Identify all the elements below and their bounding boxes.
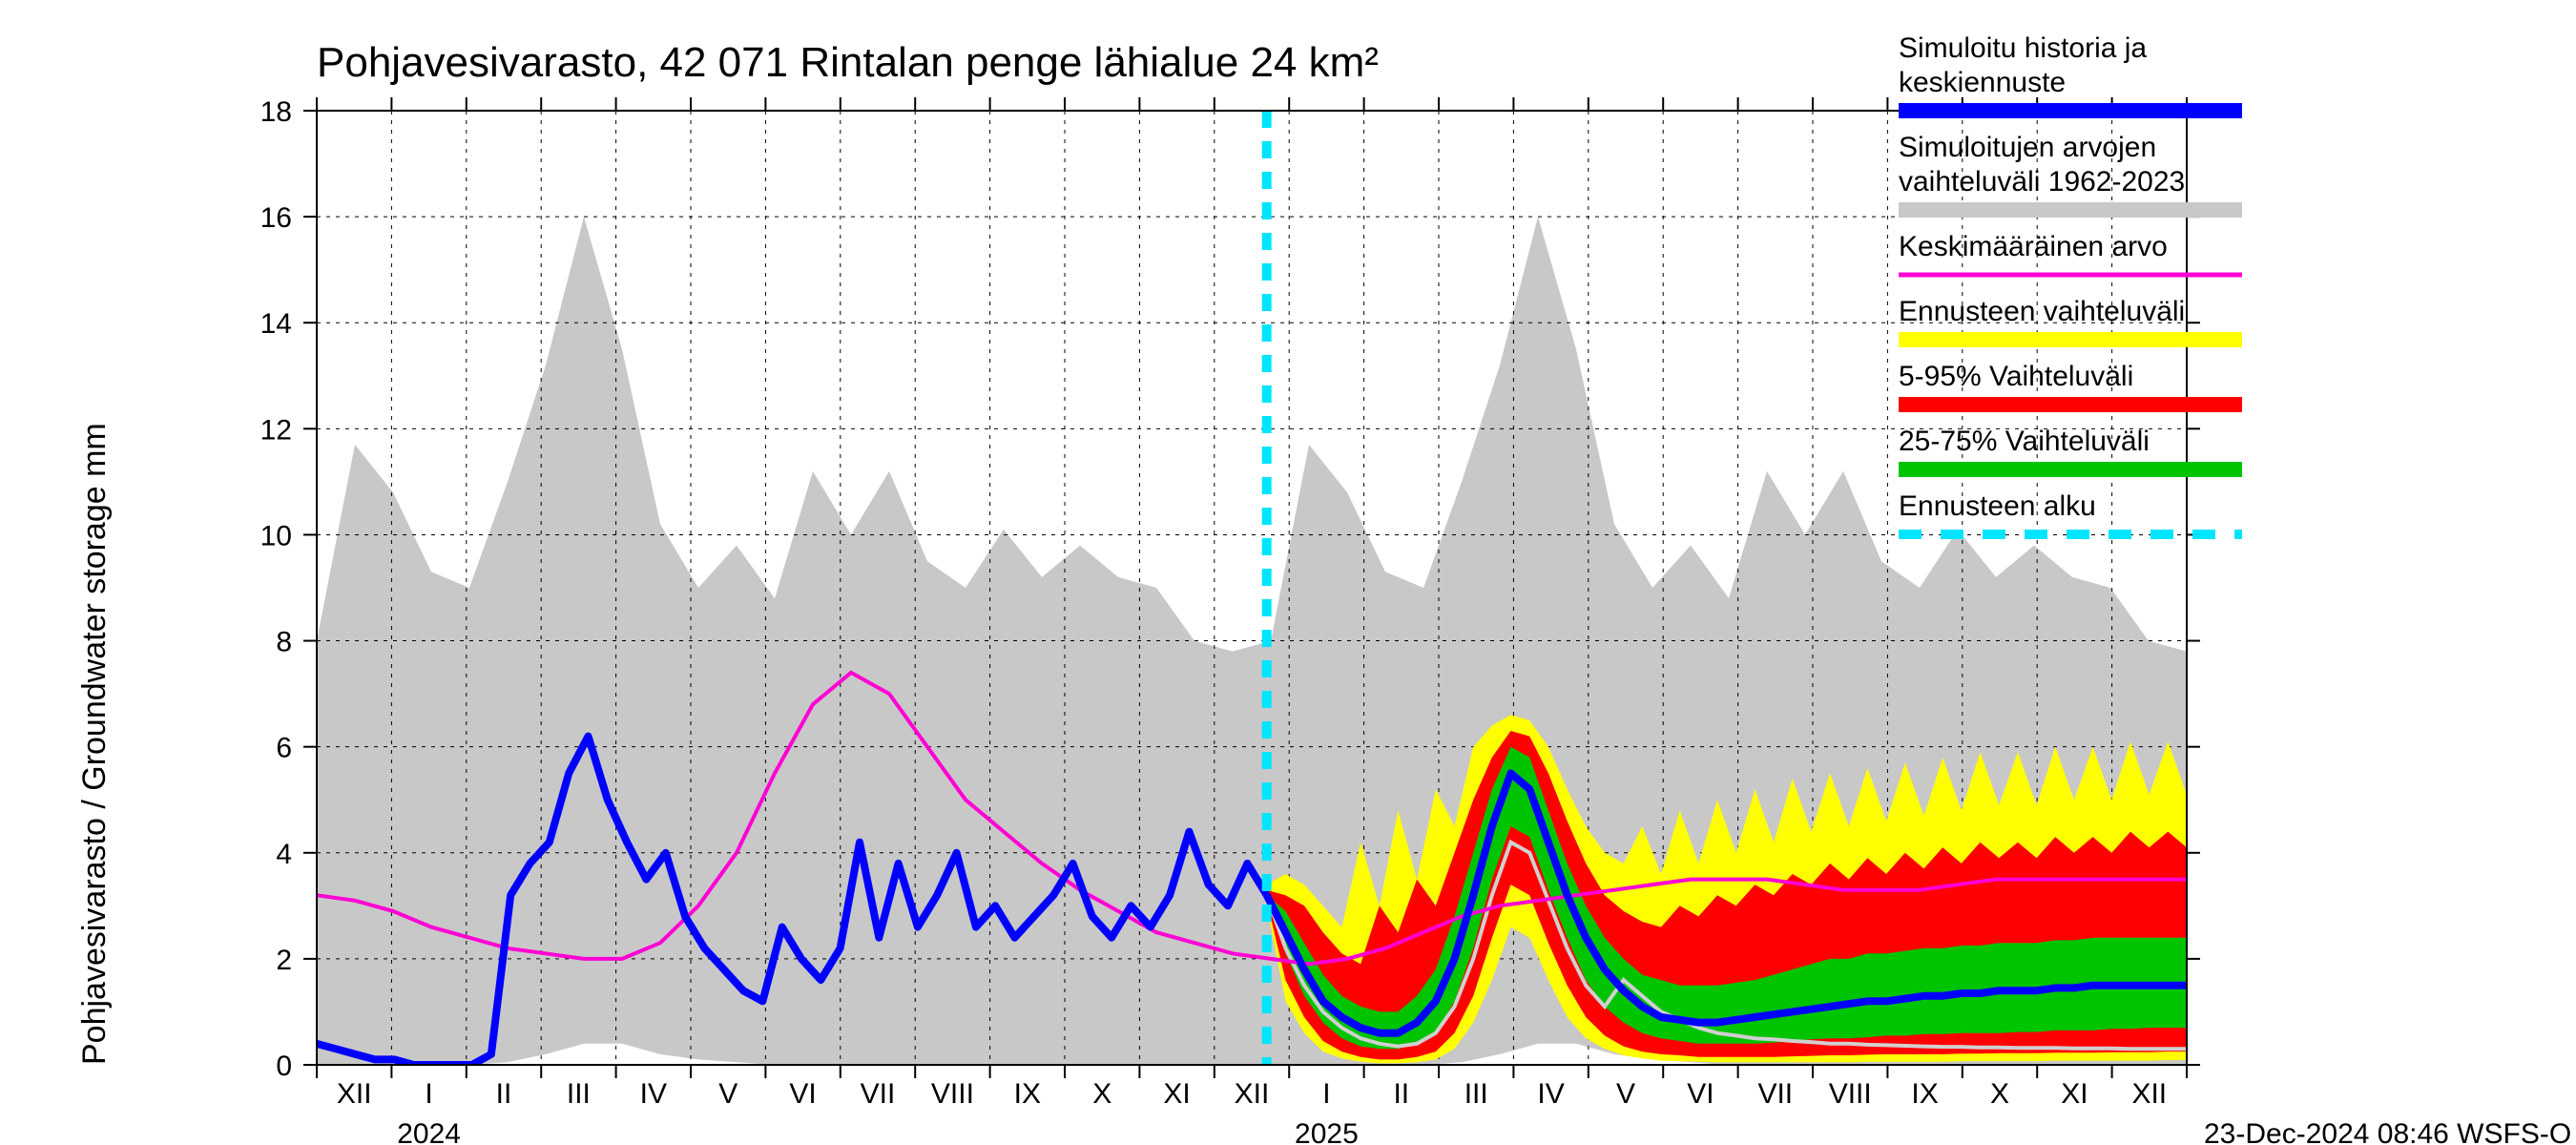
y-tick-label: 8	[276, 627, 292, 658]
x-month-label: II	[1393, 1078, 1409, 1110]
x-month-label: I	[1322, 1078, 1330, 1110]
y-tick-label: 14	[260, 308, 292, 340]
y-tick-label: 0	[276, 1051, 292, 1082]
legend-swatch	[1899, 462, 2242, 477]
x-month-label: II	[496, 1078, 512, 1110]
legend-label: Ennusteen alku	[1899, 490, 2096, 522]
x-month-label: V	[1616, 1078, 1635, 1110]
x-month-label: X	[1092, 1078, 1111, 1110]
x-month-label: III	[567, 1078, 591, 1110]
x-month-label: IX	[1014, 1078, 1041, 1110]
x-month-label: IX	[1911, 1078, 1938, 1110]
legend-label: Simuloitujen arvojen	[1899, 132, 2156, 163]
x-month-label: XII	[2131, 1078, 2167, 1110]
y-tick-label: 10	[260, 520, 292, 552]
legend-label: vaihteluväli 1962-2023	[1899, 166, 2185, 198]
x-year-label: 2025	[1295, 1118, 1359, 1145]
y-tick-label: 12	[260, 414, 292, 446]
x-month-label: XI	[1163, 1078, 1190, 1110]
x-month-label: VII	[1757, 1078, 1793, 1110]
chart-container: 024681012141618XIIIIIIIIIVVVIVIIVIIIIXXX…	[0, 0, 2576, 1145]
x-month-label: IV	[640, 1078, 667, 1110]
x-month-label: VI	[789, 1078, 816, 1110]
y-tick-label: 6	[276, 733, 292, 764]
y-axis-label: Pohjavesivarasto / Groundwater storage m…	[76, 423, 113, 1065]
legend-swatch	[1899, 332, 2242, 347]
y-tick-label: 4	[276, 839, 292, 870]
x-month-label: VIII	[1829, 1078, 1872, 1110]
legend-label: 25-75% Vaihteluväli	[1899, 426, 2150, 457]
x-month-label: VIII	[931, 1078, 974, 1110]
legend-swatch	[1899, 397, 2242, 412]
legend-label: keskiennuste	[1899, 67, 2066, 98]
chart-title: Pohjavesivarasto, 42 071 Rintalan penge …	[317, 39, 1379, 86]
chart-svg: 024681012141618XIIIIIIIIIVVVIVIIVIIIIXXX…	[0, 0, 2576, 1145]
x-month-label: XII	[1235, 1078, 1270, 1110]
y-tick-label: 18	[260, 96, 292, 128]
legend-label: Ennusteen vaihteluväli	[1899, 296, 2185, 327]
legend-label: Keskimääräinen arvo	[1899, 231, 2168, 262]
legend-swatch	[1899, 103, 2242, 118]
x-month-label: VI	[1687, 1078, 1714, 1110]
legend-label: Simuloitu historia ja	[1899, 32, 2147, 64]
legend-label: 5-95% Vaihteluväli	[1899, 361, 2133, 392]
x-month-label: III	[1465, 1078, 1488, 1110]
x-year-label: 2024	[397, 1118, 461, 1145]
x-month-label: IV	[1537, 1078, 1564, 1110]
legend-swatch	[1899, 202, 2242, 218]
y-tick-label: 2	[276, 945, 292, 976]
x-month-label: V	[718, 1078, 737, 1110]
x-month-label: VII	[861, 1078, 896, 1110]
timestamp: 23-Dec-2024 08:46 WSFS-O	[2204, 1118, 2571, 1145]
x-month-label: X	[1990, 1078, 2009, 1110]
x-month-label: XII	[337, 1078, 372, 1110]
y-tick-label: 16	[260, 202, 292, 234]
x-month-label: I	[425, 1078, 432, 1110]
x-month-label: XI	[2061, 1078, 2088, 1110]
